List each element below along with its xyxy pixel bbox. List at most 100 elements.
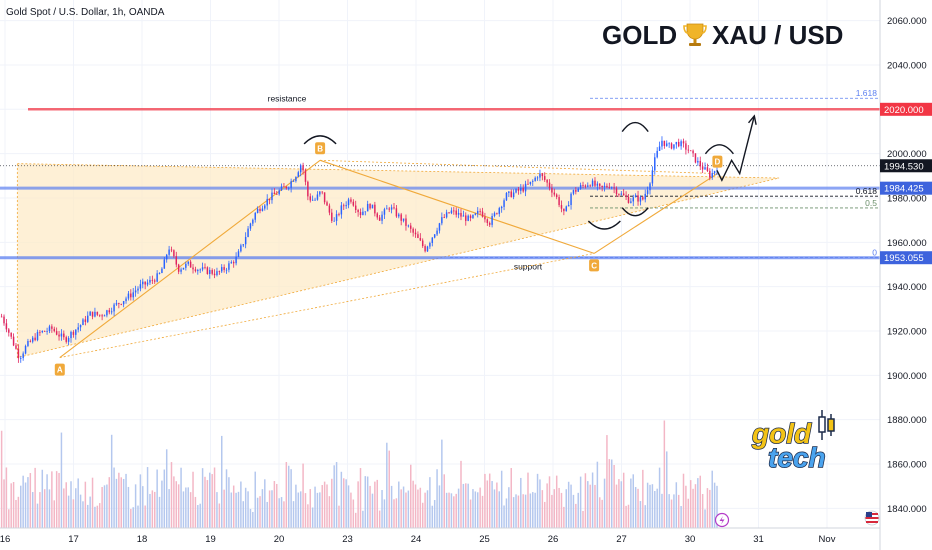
candle-body [268, 198, 271, 201]
volume-bar [180, 467, 182, 528]
harmonic-lines [59, 159, 718, 359]
price-axis[interactable]: 2060.000 2040.000 2020.000 2000.000 1980.000… [887, 16, 927, 515]
candle-body [314, 199, 316, 201]
candle-body [649, 183, 651, 191]
candle-body [307, 181, 309, 197]
candle-body [424, 246, 426, 252]
candle-body [675, 141, 678, 145]
candle-body [572, 190, 575, 194]
candle-body [689, 150, 692, 152]
candle-body [252, 219, 254, 224]
volume-bar [704, 509, 706, 528]
candle-body [142, 281, 144, 285]
volume-bar [256, 497, 259, 528]
candle-body [254, 212, 256, 220]
fib-label: 1.618 [856, 88, 878, 98]
candle-body [98, 314, 101, 316]
volume-bar [639, 501, 642, 528]
volume-bar [24, 482, 27, 528]
us-flag-icon[interactable] [864, 510, 880, 526]
candle-body [503, 200, 505, 207]
candle-body [362, 211, 364, 215]
projection-path [716, 114, 757, 182]
volume-bar [82, 501, 84, 528]
candle-body [402, 218, 405, 221]
volume-bar [185, 487, 187, 528]
volume-bar [43, 489, 46, 528]
candle-body [55, 331, 58, 335]
lightning-icon[interactable] [714, 512, 730, 528]
big-title-right: XAU / USD [712, 20, 843, 50]
volume-bar [527, 472, 529, 528]
volume-bar [110, 434, 113, 528]
volume-bar [87, 504, 89, 528]
volume-bar [302, 463, 304, 528]
volume-bar [259, 496, 261, 528]
volume-bar [194, 496, 197, 528]
candle-body [543, 176, 546, 180]
volume-bar [455, 493, 457, 528]
candle-body [228, 263, 230, 270]
volume-bar [560, 492, 563, 528]
candle-body [639, 197, 642, 202]
volume-bar [240, 481, 242, 528]
candle-body [412, 228, 414, 233]
candle-body [587, 185, 589, 187]
volume-bar [374, 481, 376, 528]
volume-bar [213, 467, 216, 528]
candle-body [429, 242, 431, 247]
volume-bar [661, 493, 663, 528]
price-box-resistance [880, 102, 932, 116]
volume-bar [572, 494, 575, 528]
candle-body [209, 270, 211, 275]
volume-bar [431, 505, 434, 528]
candle-body [704, 167, 706, 170]
candle-body [481, 211, 484, 217]
volume-bar [352, 499, 355, 528]
volume-bar [278, 498, 280, 528]
candle-body [359, 212, 362, 215]
candle-body [323, 192, 326, 203]
y-tick-label: 2040.000 [887, 60, 927, 71]
candle-body [558, 197, 560, 206]
candle-body [615, 188, 618, 195]
candle-body [311, 199, 314, 201]
volume-bar [376, 479, 378, 528]
volume-bar [350, 492, 352, 528]
volume-bars [0, 420, 718, 528]
time-axis[interactable]: 16 17 18 19 20 23 24 25 26 27 30 31 Nov [0, 534, 836, 545]
x-tick-label: 30 [685, 534, 696, 545]
volume-bar [204, 476, 206, 528]
candle-body [527, 183, 529, 185]
volume-bar [53, 500, 55, 528]
x-tick-label: 23 [342, 534, 353, 545]
candle-body [266, 198, 268, 206]
swing-arc-B [303, 135, 337, 145]
candle-body [113, 304, 115, 312]
candle-body [103, 315, 106, 317]
volume-bar [551, 494, 553, 528]
volume-bar [496, 482, 498, 528]
candle-body [304, 170, 307, 182]
volume-bar [673, 494, 675, 528]
volume-bar [675, 482, 678, 528]
candle-body [79, 325, 82, 328]
volume-bar [292, 501, 295, 528]
candle-body [433, 234, 436, 238]
candle-body [350, 199, 352, 202]
volume-bar [685, 485, 687, 528]
candle-body [299, 165, 302, 173]
candle-body [77, 327, 79, 330]
candle-body [443, 217, 445, 218]
candle-body [249, 223, 252, 229]
x-tick-label: 16 [0, 534, 10, 545]
projection-arrowhead [747, 114, 757, 125]
volume-bar [539, 479, 541, 528]
candle-body [354, 205, 357, 211]
candle-body [134, 290, 137, 293]
goldtech-logo: gold tech [750, 410, 835, 474]
volume-bar [378, 510, 381, 528]
price-box-label-support: 1953.055 [884, 253, 924, 264]
volume-bar [192, 471, 194, 528]
volume-bar [622, 472, 625, 528]
